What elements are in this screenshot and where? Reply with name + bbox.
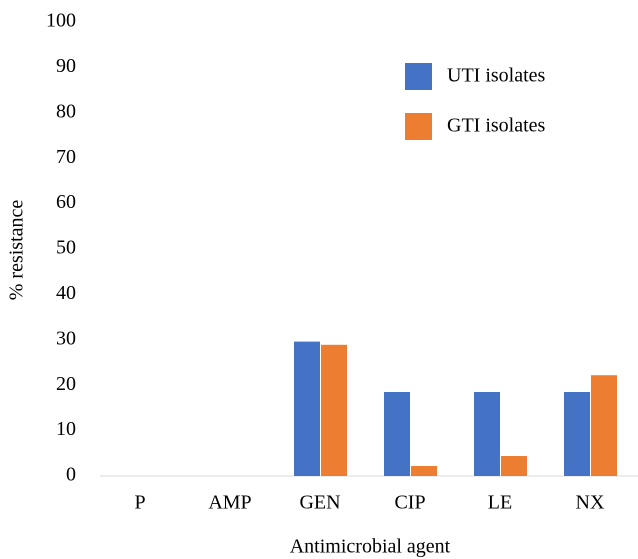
y-tick-label: 10	[56, 418, 76, 440]
y-tick-label: 60	[56, 191, 76, 213]
y-tick-label: 20	[56, 373, 76, 395]
bar	[321, 344, 347, 476]
y-tick-label: 100	[46, 10, 76, 32]
x-tick-label: CIP	[394, 492, 425, 514]
x-tick-label: NX	[576, 492, 605, 514]
y-tick-label: 40	[56, 282, 76, 304]
x-tick-label: AMP	[208, 492, 251, 514]
bar	[384, 392, 410, 476]
bar	[564, 392, 590, 476]
bar	[474, 392, 500, 476]
y-tick-label: 80	[56, 100, 76, 122]
y-axis-label: % resistance	[6, 200, 28, 301]
legend-label: GTI isolates	[447, 115, 546, 137]
bar	[501, 456, 527, 476]
bar	[411, 466, 437, 476]
y-tick-label: 0	[66, 464, 76, 486]
x-tick-label: GEN	[299, 492, 340, 514]
y-tick-label: 70	[56, 146, 76, 168]
y-tick-label: 30	[56, 327, 76, 349]
x-axis-label: Antimicrobial agent	[290, 536, 451, 558]
y-tick-label: 90	[56, 55, 76, 77]
x-tick-label: P	[134, 492, 145, 514]
legend-swatch	[405, 63, 432, 90]
bar	[591, 375, 617, 476]
x-tick-label: LE	[488, 492, 512, 514]
legend-label: UTI isolates	[447, 65, 546, 87]
y-tick-label: 50	[56, 237, 76, 259]
bar	[294, 341, 320, 476]
legend-swatch	[405, 113, 432, 140]
